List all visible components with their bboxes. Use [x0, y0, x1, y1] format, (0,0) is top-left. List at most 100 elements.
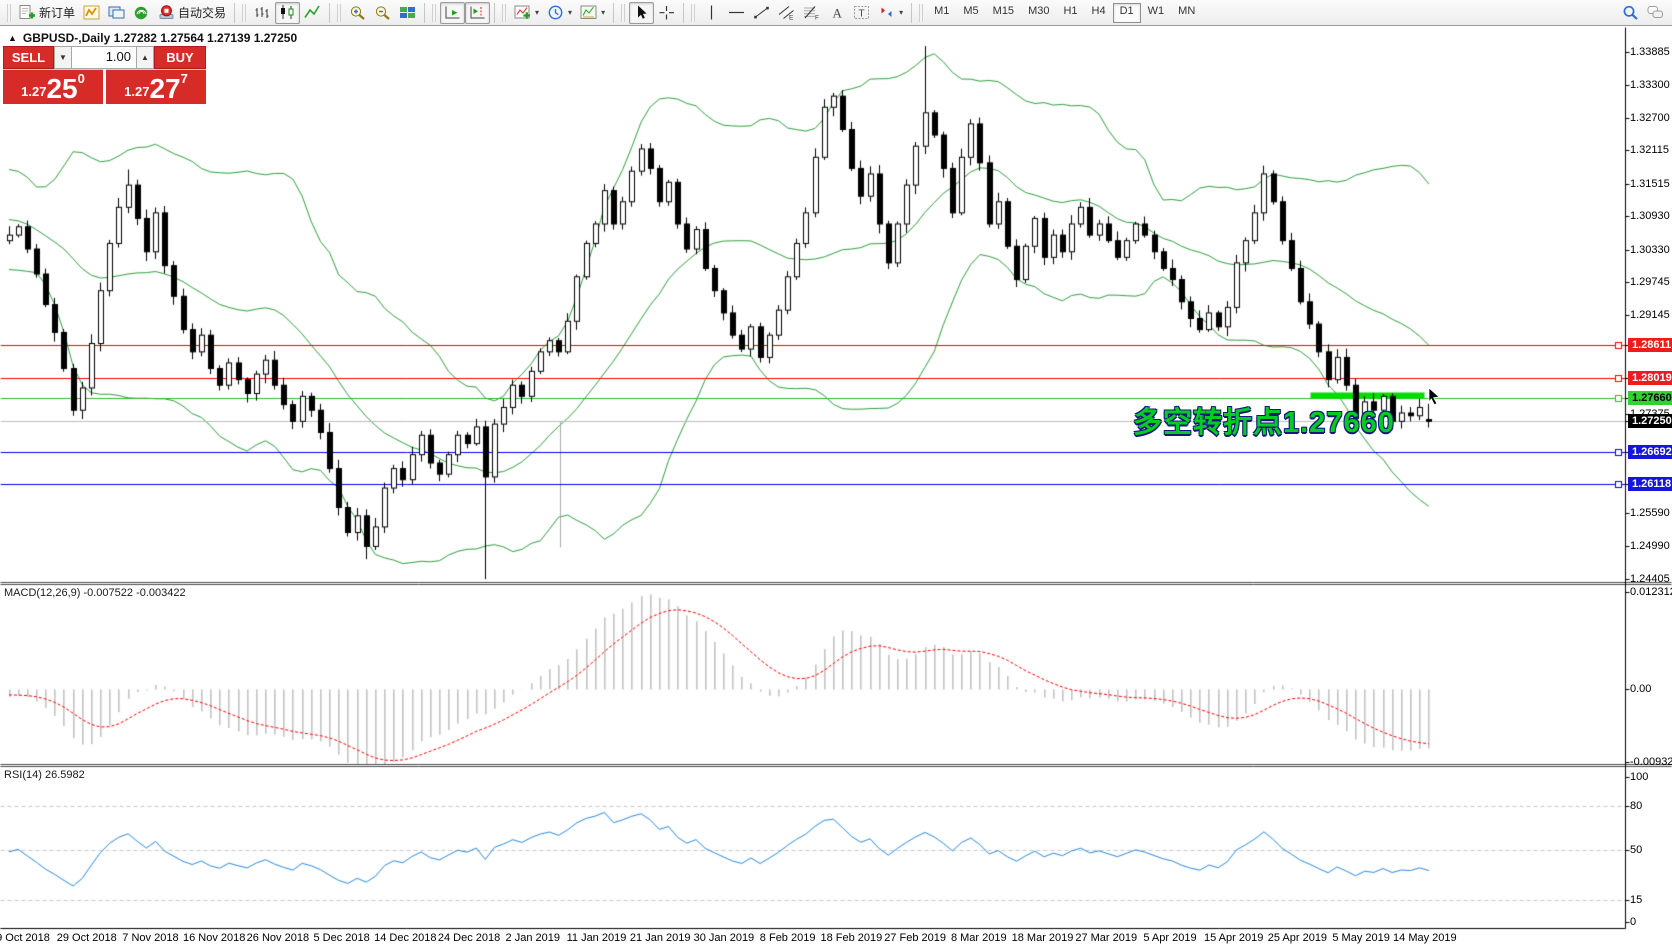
zoom-in-icon [350, 6, 365, 20]
crosshair-button[interactable] [654, 2, 679, 24]
chart-shift-icon [470, 6, 485, 19]
toolbar-group [345, 2, 420, 24]
signals-icon [134, 6, 148, 20]
new-order-icon [19, 5, 35, 19]
one-click-trading-panel: SELL ▼ 1.00 ▲ BUY 1.27 25 0 1.27 27 7 [3, 46, 206, 104]
signals-button[interactable] [129, 2, 154, 24]
line-chart-button[interactable] [300, 2, 325, 24]
trendline-button[interactable] [749, 2, 774, 24]
vertical-line-button[interactable] [699, 2, 724, 24]
timeframe-h4-button[interactable]: H4 [1091, 4, 1106, 17]
new-chart-button[interactable] [79, 2, 104, 24]
buy-button[interactable]: BUY [154, 46, 206, 69]
sell-price[interactable]: 1.27 25 0 [3, 69, 103, 104]
buy-price-sup: 7 [180, 71, 188, 86]
horizontal-line-icon [729, 11, 745, 14]
timeframe-d1-button[interactable]: D1 [1112, 2, 1141, 23]
timeframe-m15-button[interactable]: M15 [992, 4, 1015, 17]
toolbar-drag-handle[interactable] [7, 3, 12, 22]
sell-price-sup: 0 [77, 71, 85, 86]
toolbar-drag-handle[interactable] [621, 3, 627, 22]
fibonacci-icon: F [804, 6, 819, 21]
toolbar-separator [424, 2, 426, 23]
toolbar-drag-handle[interactable] [337, 3, 343, 22]
indicators-icon [514, 5, 531, 19]
auto-trading-label: 自动交易 [178, 6, 227, 20]
periods-icon [548, 5, 563, 20]
svg-text:E: E [789, 15, 794, 21]
search-button[interactable] [1618, 2, 1643, 24]
svg-text:T: T [859, 9, 865, 20]
candle-chart-button[interactable] [275, 1, 301, 24]
templates-icon [580, 5, 597, 19]
toolbar-drag-handle[interactable] [691, 3, 697, 22]
profiles-button[interactable] [104, 2, 129, 24]
auto-scroll-button[interactable] [440, 1, 466, 24]
vertical-line-icon [710, 5, 713, 20]
toolbar-separator [911, 2, 913, 23]
toolbar-drag-handle[interactable] [502, 3, 508, 22]
toolbar-group [629, 1, 679, 24]
tile-windows-icon [400, 7, 416, 18]
new-chart-icon [83, 5, 100, 20]
auto-scroll-icon [445, 6, 460, 19]
periods-button[interactable]: ▾ [543, 2, 576, 24]
toolbar-group [250, 1, 325, 24]
volume-input[interactable]: 1.00 [72, 46, 136, 69]
channel-button[interactable]: E [774, 2, 799, 24]
toolbar-drag-handle[interactable] [432, 3, 438, 22]
sell-price-small: 1.27 [21, 84, 47, 99]
arrows-button[interactable]: ▾ [874, 2, 907, 24]
main-toolbar: 新订单 自动交易 ▾ ▾ ▾ E F A T ▾ M1 M5 M15 M30 H1 H4 D1 W1 MN [0, 0, 1672, 26]
buy-price[interactable]: 1.27 27 7 [106, 69, 206, 104]
chevron-down-icon[interactable]: ▾ [568, 8, 573, 17]
line-chart-icon [304, 5, 320, 18]
zoom-in-button[interactable] [345, 2, 370, 24]
sell-price-big: 25 [46, 73, 78, 104]
chat-button[interactable] [1643, 2, 1668, 24]
zoom-out-button[interactable] [370, 2, 395, 24]
channel-icon: E [778, 6, 794, 21]
auto-trading-button[interactable]: 自动交易 [154, 2, 230, 24]
indicators-button[interactable]: ▾ [510, 2, 543, 24]
sell-button[interactable]: SELL [3, 46, 54, 69]
timeframe-w1-button[interactable]: W1 [1147, 4, 1165, 17]
toolbar-group: 新订单 自动交易 [15, 2, 230, 24]
cursor-icon [638, 5, 647, 19]
timeframe-m30-button[interactable]: M30 [1028, 4, 1050, 17]
timeframe-mn-button[interactable]: MN [1178, 4, 1196, 17]
timeframe-m1-button[interactable]: M1 [934, 4, 950, 17]
volume-down-button[interactable]: ▼ [54, 46, 72, 69]
toolbar-separator [329, 2, 331, 23]
auto-trading-icon [159, 5, 174, 19]
text-icon: A [833, 6, 843, 21]
horizontal-line-button[interactable] [724, 2, 749, 24]
zoom-out-icon [375, 6, 390, 20]
new-order-label: 新订单 [39, 6, 76, 20]
bar-chart-button[interactable] [250, 2, 275, 24]
toolbar-drag-handle[interactable] [242, 3, 248, 22]
fibonacci-button[interactable]: F [799, 2, 824, 24]
timeframe-m5-button[interactable]: M5 [963, 4, 979, 17]
new-order-button[interactable]: 新订单 [15, 2, 79, 24]
toolbar-drag-handle[interactable] [919, 3, 925, 22]
crosshair-icon [659, 6, 675, 20]
toolbar-separator [234, 2, 236, 23]
svg-text:F: F [815, 15, 819, 21]
volume-up-button[interactable]: ▲ [136, 46, 154, 69]
text-label-button[interactable]: T [849, 2, 874, 24]
chevron-down-icon[interactable]: ▾ [601, 8, 606, 17]
chevron-down-icon[interactable]: ▾ [535, 8, 540, 17]
chart-shift-button[interactable] [465, 1, 491, 24]
toolbar-group [440, 1, 491, 24]
profiles-icon [108, 6, 125, 19]
tile-windows-button[interactable] [395, 2, 420, 24]
templates-button[interactable]: ▾ [576, 2, 609, 24]
buy-price-small: 1.27 [124, 84, 150, 99]
timeframe-h1-button[interactable]: H1 [1063, 4, 1078, 17]
toolbar-group: E F A T ▾ [699, 2, 907, 24]
text-button[interactable]: A [824, 2, 849, 24]
chevron-down-icon[interactable]: ▾ [899, 8, 904, 17]
cursor-button[interactable] [629, 1, 655, 24]
